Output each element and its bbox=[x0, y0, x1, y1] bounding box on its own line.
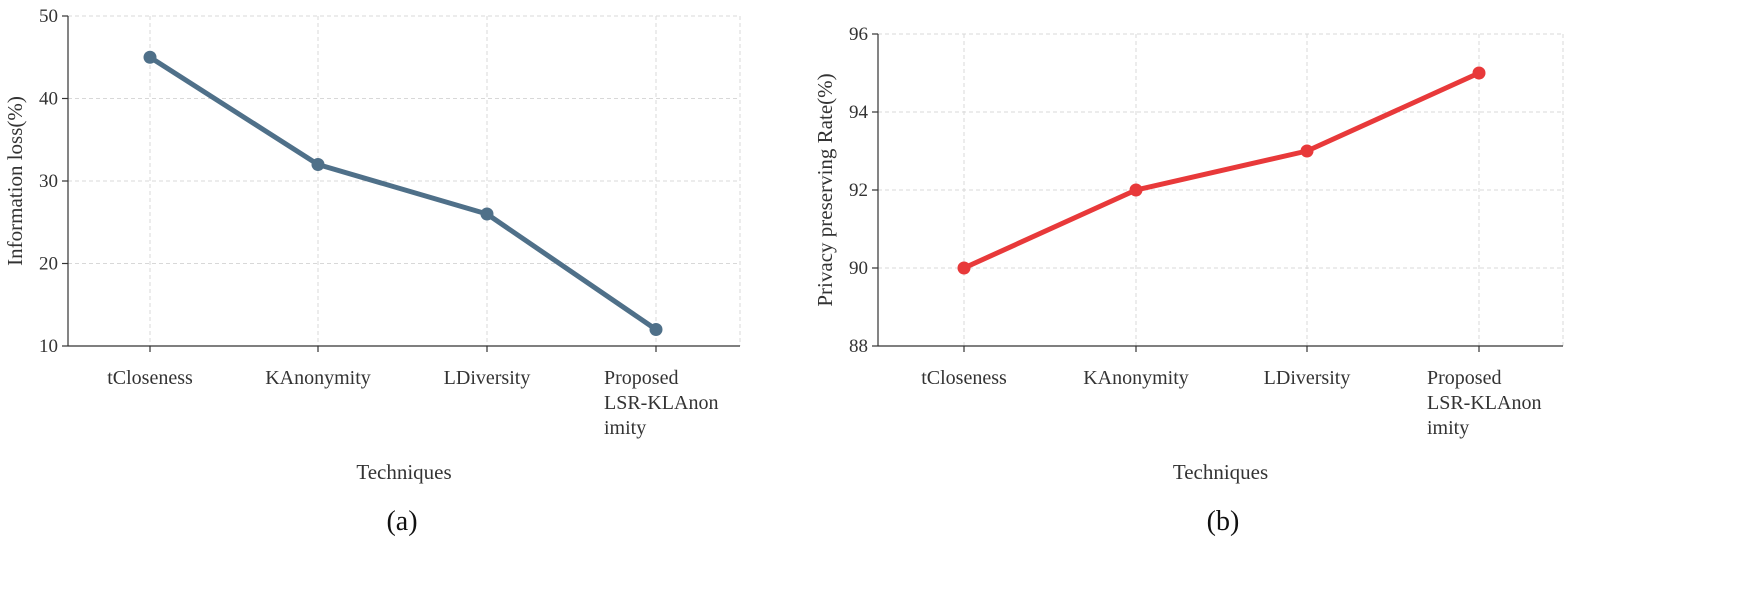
y-tick-label: 10 bbox=[39, 336, 58, 357]
panel-label: (a) bbox=[386, 506, 417, 537]
data-point bbox=[143, 50, 157, 64]
y-tick-label: 30 bbox=[39, 171, 58, 192]
x-category-label-line: tCloseness bbox=[921, 367, 1007, 389]
y-axis-title: Information loss(%) bbox=[3, 96, 27, 266]
x-category-label-line: LSR-KLAnon bbox=[604, 392, 718, 414]
x-category-label-line: imity bbox=[604, 417, 646, 439]
x-category-label-line: Proposed bbox=[1427, 367, 1501, 389]
data-point bbox=[480, 207, 494, 221]
x-category-label: KAnonymity bbox=[265, 367, 371, 389]
x-category-label: tCloseness bbox=[921, 367, 1007, 389]
x-category-label-line: LDiversity bbox=[444, 367, 531, 389]
data-point bbox=[957, 261, 971, 275]
x-category-label: KAnonymity bbox=[1083, 367, 1189, 389]
series-line bbox=[147, 54, 659, 332]
y-tick-label: 50 bbox=[39, 6, 58, 27]
x-category-label-line: Proposed bbox=[604, 367, 678, 389]
x-axis-title: Techniques bbox=[356, 460, 451, 484]
y-tick-label: 88 bbox=[849, 336, 868, 357]
data-point bbox=[1472, 66, 1486, 80]
x-category-label-line: KAnonymity bbox=[1083, 367, 1189, 389]
x-category-label-line: tCloseness bbox=[107, 367, 193, 389]
x-category-label: tCloseness bbox=[107, 367, 193, 389]
y-tick-label: 20 bbox=[39, 254, 58, 275]
y-tick-label: 40 bbox=[39, 89, 58, 110]
chart-panel-a: 10 20 30 40 50 tCloseness KAnonymity LDiversity… bbox=[3, 6, 741, 537]
y-tick-label: 90 bbox=[849, 258, 868, 279]
data-point bbox=[649, 323, 663, 336]
x-category-label-line: imity bbox=[1427, 417, 1469, 439]
y-tick-label: 96 bbox=[849, 24, 868, 45]
y-axis-title: Privacy preserving Rate(%) bbox=[813, 73, 837, 306]
y-tick-label: 94 bbox=[849, 102, 869, 123]
x-category-label: LDiversity bbox=[444, 367, 531, 389]
x-category-label: Proposed LSR-KLAnon imity bbox=[604, 367, 718, 439]
x-category-label-line: LSR-KLAnon bbox=[1427, 392, 1541, 414]
x-category-label-line: KAnonymity bbox=[265, 367, 371, 389]
panel-label: (b) bbox=[1207, 506, 1240, 537]
x-category-label: LDiversity bbox=[1264, 367, 1351, 389]
chart-panel-b: 88 90 92 94 96 tCloseness KAnonymity LDiversity… bbox=[813, 24, 1564, 537]
data-point bbox=[1129, 183, 1143, 197]
data-point bbox=[1300, 144, 1314, 158]
series-line bbox=[961, 70, 1482, 271]
x-axis-title: Techniques bbox=[1173, 460, 1268, 484]
data-point bbox=[311, 158, 325, 171]
x-category-label-line: LDiversity bbox=[1264, 367, 1351, 389]
x-category-label: Proposed LSR-KLAnon imity bbox=[1427, 367, 1541, 439]
y-tick-label: 92 bbox=[849, 180, 868, 201]
